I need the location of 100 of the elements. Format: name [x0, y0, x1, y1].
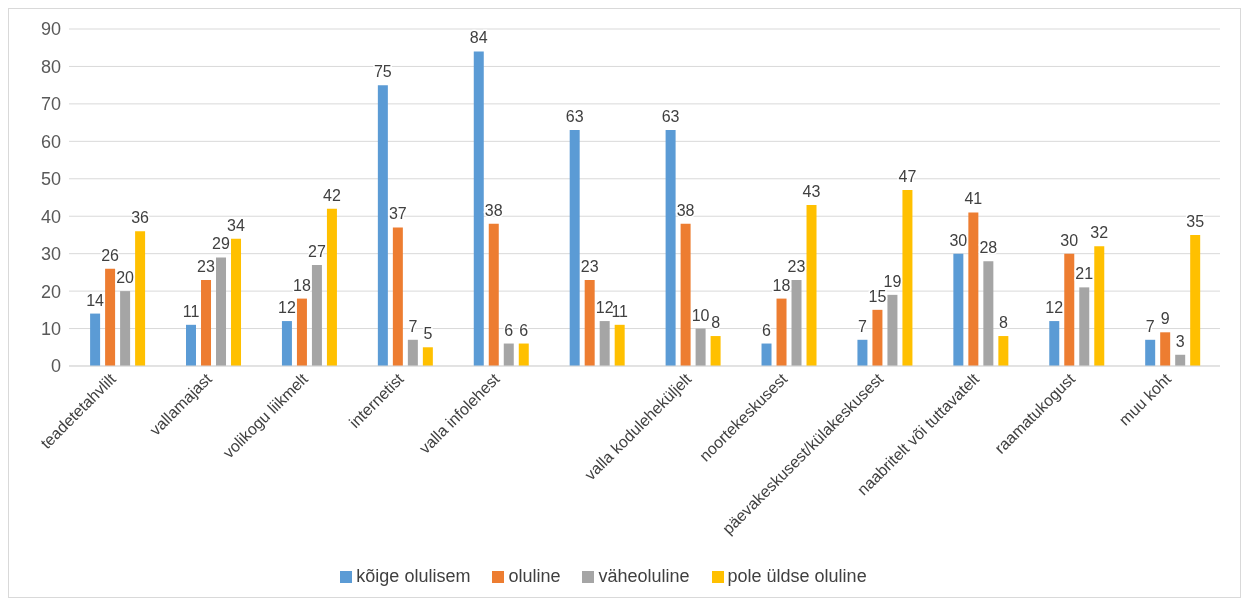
data-label: 26 [101, 246, 120, 264]
data-label: 12 [1045, 299, 1064, 317]
data-label: 38 [484, 201, 503, 219]
y-tick-label: 20 [40, 281, 61, 302]
bar [761, 343, 772, 366]
data-label: 23 [197, 257, 216, 275]
y-tick-label: 10 [40, 318, 61, 339]
data-label: 20 [116, 269, 135, 287]
bar [1190, 234, 1201, 366]
bar [1145, 339, 1156, 366]
bar [569, 130, 580, 366]
bar [791, 279, 802, 366]
data-label: 21 [1075, 265, 1094, 283]
y-tick-label: 90 [40, 19, 61, 40]
bar [90, 313, 101, 366]
data-label: 41 [964, 190, 983, 208]
bar [872, 309, 883, 366]
bar [186, 324, 197, 366]
data-label: 18 [772, 276, 791, 294]
data-label: 63 [565, 108, 584, 126]
bar [680, 223, 691, 366]
bar [392, 227, 403, 366]
data-label: 32 [1090, 224, 1109, 242]
bar [1160, 332, 1171, 366]
data-label: 23 [787, 257, 806, 275]
bar [488, 223, 499, 366]
data-label: 8 [711, 314, 721, 332]
bar [407, 339, 418, 366]
bar [296, 298, 307, 366]
bar [231, 238, 242, 366]
bar [902, 190, 913, 366]
y-tick-label: 50 [40, 169, 61, 190]
y-tick-label: 40 [40, 206, 61, 227]
y-tick-label: 70 [40, 94, 61, 115]
bar [983, 261, 994, 366]
data-label: 14 [86, 291, 105, 309]
data-label: 7 [408, 317, 418, 335]
data-label: 6 [762, 321, 772, 339]
data-label: 27 [308, 242, 326, 260]
bar [857, 339, 868, 366]
bar [201, 279, 212, 366]
x-tick-label: muu koht [1115, 369, 1175, 429]
data-label: 35 [1186, 212, 1205, 230]
data-label: 11 [182, 302, 200, 320]
data-label: 23 [580, 257, 599, 275]
bar [326, 208, 337, 366]
data-label: 7 [1145, 317, 1155, 335]
legend-label: kõige olulisem [356, 566, 471, 586]
bar [281, 321, 292, 366]
bar [422, 347, 433, 366]
bar [473, 51, 484, 366]
bar [216, 257, 227, 366]
data-label: 63 [661, 108, 680, 126]
bar [776, 298, 787, 366]
bar [665, 130, 676, 366]
data-label: 15 [868, 287, 887, 305]
bar [599, 321, 610, 366]
data-label: 84 [469, 29, 488, 47]
data-label: 6 [519, 321, 529, 339]
data-label: 30 [949, 231, 968, 249]
data-label: 36 [131, 209, 150, 227]
bar [503, 343, 514, 366]
data-label: 75 [373, 63, 392, 81]
bar [311, 264, 322, 366]
data-label: 34 [227, 216, 246, 234]
data-label: 28 [979, 239, 998, 257]
y-tick-label: 80 [40, 56, 61, 77]
data-label: 38 [676, 201, 695, 219]
y-tick-label: 60 [40, 131, 61, 152]
bar [1094, 246, 1105, 366]
y-tick-label: 0 [50, 356, 61, 377]
data-label: 30 [1060, 231, 1079, 249]
data-label: 12 [278, 299, 296, 317]
bar [1079, 287, 1090, 366]
bar [998, 336, 1009, 366]
data-label: 9 [1160, 310, 1170, 328]
legend-label: pole üldse oluline [727, 566, 867, 586]
legend-label: oluline [508, 566, 561, 586]
bar [806, 204, 817, 366]
bar [887, 294, 898, 366]
data-label: 3 [1175, 332, 1185, 350]
data-label: 18 [293, 276, 311, 294]
data-label: 6 [504, 321, 514, 339]
data-label: 7 [857, 317, 867, 335]
data-label: 10 [691, 306, 710, 324]
y-tick-label: 30 [40, 244, 61, 265]
data-label: 5 [423, 325, 433, 343]
data-label: 19 [883, 272, 902, 290]
bar [614, 324, 625, 366]
data-label: 29 [212, 235, 231, 253]
bar [135, 231, 146, 366]
legend-label: väheoluline [598, 566, 690, 586]
bar [710, 336, 721, 366]
bar [518, 343, 529, 366]
data-label: 47 [898, 168, 917, 186]
bar [584, 279, 595, 366]
data-label: 43 [802, 182, 821, 200]
bar [120, 291, 131, 366]
bar [968, 212, 979, 366]
data-label: 8 [998, 314, 1008, 332]
